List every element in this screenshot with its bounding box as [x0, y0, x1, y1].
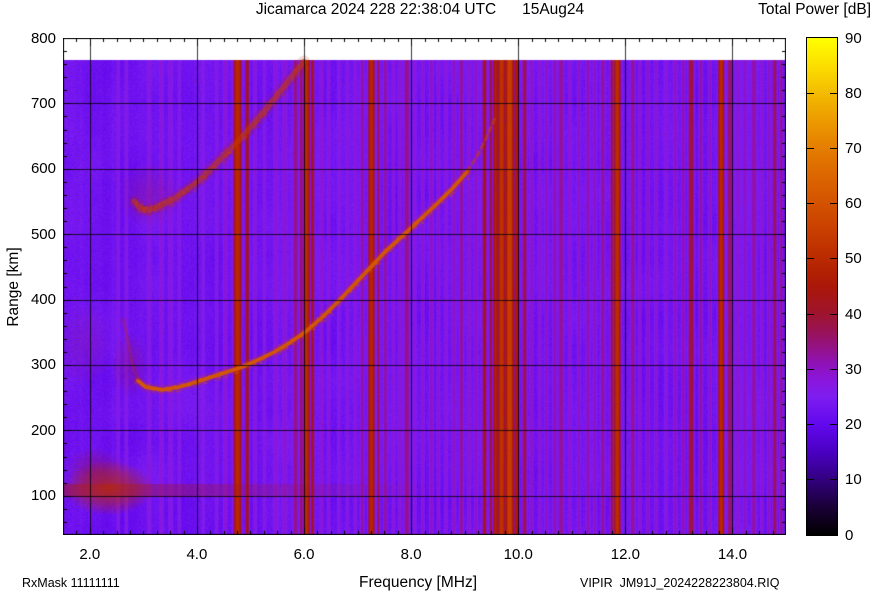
colorbar-label: 20: [845, 416, 862, 434]
footer-filename: VIPIR JM91J_2024228223804.RIQ: [580, 576, 780, 590]
x-tick-label: 14.0: [717, 546, 748, 563]
x-tick-label: 12.0: [610, 546, 640, 563]
colorbar-tick: [830, 368, 837, 370]
ionogram-heatmap-plot: [63, 38, 786, 535]
colorbar-label: 40: [845, 305, 862, 323]
x-tick-label: 8.0: [400, 546, 422, 563]
colorbar-gradient: [807, 38, 837, 535]
colorbar-tick: [807, 479, 814, 481]
x-axis-label: Frequency [MHz]: [358, 574, 478, 591]
colorbar-tick: [830, 424, 837, 426]
colorbar-tick: [807, 147, 814, 149]
colorbar-tick: [807, 258, 814, 260]
colorbar-tick: [807, 368, 814, 370]
colorbar-tick: [830, 92, 837, 94]
colorbar-label: 60: [845, 195, 862, 213]
colorbar-label: 70: [845, 139, 862, 157]
colorbar-label: 90: [845, 29, 862, 47]
colorbar-tick: [807, 92, 814, 94]
y-tick-label: 100: [30, 487, 56, 505]
x-tick-label: 2.0: [79, 546, 101, 563]
colorbar-tick: [830, 258, 837, 260]
y-tick-label: 600: [30, 160, 56, 178]
x-tick-label: 4.0: [186, 546, 208, 563]
y-tick-label: 700: [30, 94, 56, 112]
colorbar-title: Total Power [dB]: [758, 1, 871, 18]
y-tick-label: 400: [30, 291, 56, 309]
colorbar-tick: [807, 424, 814, 426]
colorbar-tick: [807, 313, 814, 315]
colorbar-tick: [830, 479, 837, 481]
y-tick-label: 800: [30, 29, 56, 47]
y-tick-label: 200: [30, 421, 56, 439]
x-tick-label: 10.0: [503, 546, 533, 563]
colorbar-tick: [830, 147, 837, 149]
colorbar-label: 50: [845, 250, 862, 268]
footer-rxmask: RxMask 11111111: [22, 576, 120, 590]
colorbar-tick: [807, 203, 814, 205]
x-tick-label: 6.0: [293, 546, 315, 563]
y-tick-label: 300: [30, 356, 56, 374]
colorbar: [806, 37, 838, 536]
colorbar-label: 0: [845, 526, 854, 544]
colorbar-label: 30: [845, 360, 862, 378]
colorbar-tick: [830, 313, 837, 315]
colorbar-label: 80: [845, 84, 862, 102]
plot-title: Jicamarca 2024 228 22:38:04 UTC 15Aug24: [255, 1, 585, 18]
y-tick-label: 500: [30, 225, 56, 243]
colorbar-label: 10: [845, 471, 862, 489]
colorbar-tick: [830, 203, 837, 205]
y-axis-label: Range [km]: [5, 247, 22, 327]
